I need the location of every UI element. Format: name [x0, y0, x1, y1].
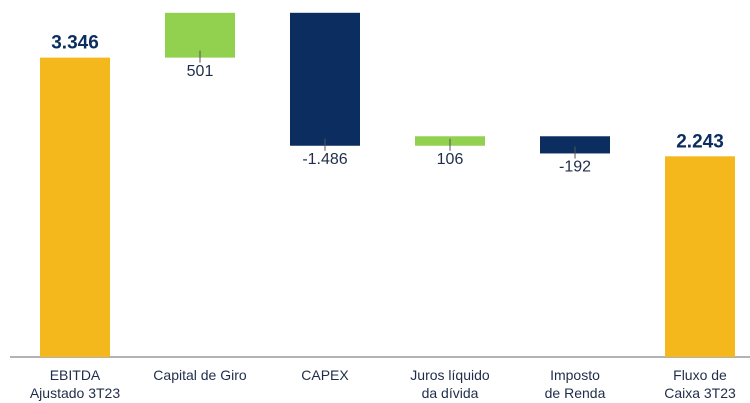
data-label: 2.243: [676, 131, 724, 152]
data-label: 3.346: [51, 33, 99, 54]
bar: [40, 57, 110, 357]
data-label: -1.486: [302, 151, 347, 168]
x-tick-label: EBITDA Ajustado 3T23: [29, 367, 121, 401]
x-tick-label: CAPEX: [301, 367, 349, 383]
x-tick-label: Imposto de Renda: [544, 367, 606, 401]
data-label: 501: [187, 63, 214, 80]
bar: [165, 12, 235, 58]
data-label: -192: [559, 159, 591, 176]
x-tick-label: Capital de Giro: [153, 367, 247, 383]
bar: [540, 136, 610, 154]
x-tick-label: Juros líquido da dívida: [410, 367, 490, 401]
x-tick-label: Fluxo de Caixa 3T23: [664, 367, 736, 401]
bar: [665, 156, 735, 357]
data-label: 106: [437, 151, 464, 168]
bar: [290, 12, 360, 146]
